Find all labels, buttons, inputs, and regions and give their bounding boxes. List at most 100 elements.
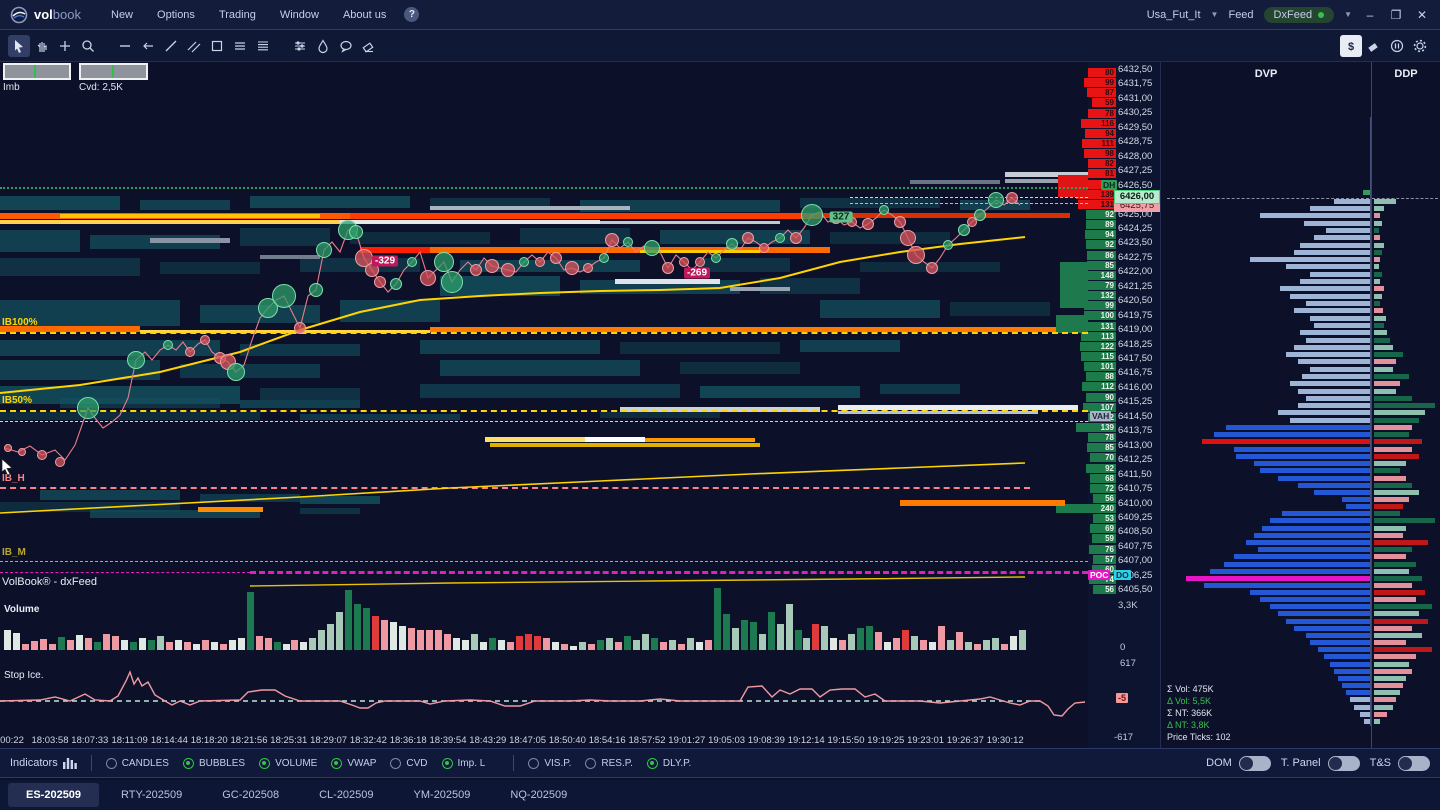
volume-bar	[542, 638, 550, 650]
volume-bar	[578, 642, 586, 650]
sliders-tool[interactable]	[289, 35, 311, 57]
trade-bubble	[862, 218, 874, 230]
hline-tool[interactable]	[114, 35, 136, 57]
menu-item-new[interactable]: New	[111, 8, 134, 21]
toggle-label: T. Panel	[1280, 757, 1321, 769]
plus-tool[interactable]	[54, 35, 76, 57]
indicator-toggle-bubbles[interactable]: BUBBLES	[182, 757, 245, 769]
comment-tool[interactable]	[335, 35, 357, 57]
ladder-volume-value: 131	[1100, 321, 1114, 331]
time-tick-label: 18:07:33	[71, 735, 109, 746]
toggle-switch[interactable]	[1238, 755, 1271, 771]
lines4-tool[interactable]	[252, 35, 274, 57]
ladder-volume-value: 79	[1105, 280, 1114, 290]
volume-bar	[749, 622, 757, 650]
rect-tool[interactable]	[206, 35, 228, 57]
indicators-label[interactable]: Indicators	[10, 757, 77, 769]
restore-button[interactable]: ❐	[1390, 7, 1402, 22]
pause-tool[interactable]	[1386, 35, 1408, 57]
hline-icon	[120, 44, 130, 47]
trade-bubble	[967, 217, 977, 227]
minimize-button[interactable]: –	[1366, 7, 1374, 22]
feed-chevron-icon[interactable]: ▼	[1344, 10, 1352, 19]
logo-light: book	[52, 6, 81, 22]
dvp-panel[interactable]: DVP Σ Vol: 475K Δ Vol: 5,5K Σ NT: 366K Δ NT…	[1160, 62, 1371, 748]
heatmap-chart[interactable]: Imb Cvd: 2,5K IB100% IB50% IB_H IB_M -329 -2…	[0, 62, 1088, 748]
tab-cl-202509[interactable]: CL-202509	[319, 789, 374, 801]
ddp-bar	[1374, 228, 1379, 233]
indicator-toggle-vwap[interactable]: VWAP	[331, 757, 376, 769]
indicator-toggle-cvd[interactable]: CVD	[390, 757, 428, 769]
menu-item-trading[interactable]: Trading	[218, 8, 256, 21]
trade-bubble	[679, 257, 689, 267]
tab-es-202509[interactable]: ES-202509	[8, 783, 100, 807]
ddp-bar	[1374, 410, 1425, 415]
tab-rty-202509[interactable]: RTY-202509	[121, 789, 183, 801]
tab-gc-202508[interactable]: GC-202508	[222, 789, 280, 801]
volume-bar	[22, 644, 29, 650]
time-tick-label: 18:14:44	[150, 735, 188, 746]
dvp-bar	[1294, 250, 1370, 255]
ddp-bar	[1374, 221, 1382, 226]
brush-tool[interactable]	[1363, 35, 1385, 57]
tab-ym-202509[interactable]: YM-202509	[413, 789, 471, 801]
ladder-volume-value: 107	[1100, 402, 1114, 412]
cursor-tool[interactable]	[8, 34, 30, 57]
volume-bar	[471, 634, 479, 650]
trade-bubble	[623, 237, 633, 247]
volume-bar	[300, 642, 308, 650]
panel-toggle-ts[interactable]: T&S	[1370, 755, 1430, 771]
trendline-tool[interactable]	[160, 35, 182, 57]
gear-tool[interactable]	[1409, 35, 1431, 57]
trade-bubble	[441, 271, 463, 293]
feed-selector[interactable]: DxFeed	[1263, 6, 1335, 23]
arrow-left-tool[interactable]	[137, 35, 159, 57]
indicator-toggle-impl[interactable]: Imp. L	[441, 757, 485, 769]
indicator-toggle-candles[interactable]: CANDLES	[105, 757, 169, 769]
dollar-tool[interactable]: $	[1340, 34, 1362, 57]
price-ladder[interactable]: 8099875978116941119882811711391319289949…	[1056, 62, 1160, 748]
droplet-tool[interactable]	[312, 35, 334, 57]
indicator-toggle-visp[interactable]: VIS.P.	[528, 757, 571, 769]
menu-item-about-us[interactable]: About us	[342, 8, 387, 21]
price-path-svg	[0, 197, 1026, 587]
ladder-volume-value: 60	[1105, 565, 1116, 574]
time-axis[interactable]: 00:22 18:03:58 18:07:33 18:11:09 18:14:44 18:…	[0, 734, 1088, 748]
volume-bar	[812, 624, 820, 650]
toggle-switch[interactable]	[1398, 755, 1430, 771]
help-icon[interactable]: ?	[404, 7, 420, 22]
ddp-bar	[1374, 562, 1416, 567]
hand-tool[interactable]	[31, 35, 53, 57]
account-selector[interactable]: Usa_Fut_It	[1146, 8, 1201, 21]
volume-bar	[156, 636, 164, 650]
volume-bar	[965, 642, 973, 650]
ddp-title: DDP	[1394, 68, 1418, 80]
tab-nq-202509[interactable]: NQ-202509	[510, 789, 568, 801]
indicator-toggle-dlyp[interactable]: DLY.P.	[646, 757, 691, 769]
ladder-volume-row: 139	[1076, 189, 1116, 199]
indicator-toggle-resp[interactable]: RES.P.	[585, 757, 633, 769]
close-button[interactable]: ✕	[1416, 7, 1428, 22]
ladder-volume-row: 240	[1056, 504, 1116, 513]
trendline-icon	[165, 40, 177, 51]
ladder-volume-value: 81	[1105, 169, 1114, 179]
lines3-tool[interactable]	[229, 35, 251, 57]
eraser-tool[interactable]	[358, 35, 380, 57]
toggle-switch[interactable]	[1327, 755, 1360, 771]
zoom-tool[interactable]	[77, 35, 99, 57]
ddp-bar	[1374, 250, 1382, 255]
chevron-down-icon[interactable]: ▼	[1210, 10, 1219, 19]
indicator-toggle-volume[interactable]: VOLUME	[259, 757, 317, 769]
ddp-panel[interactable]: DDP	[1371, 62, 1440, 748]
menu-item-options[interactable]: Options	[157, 8, 195, 21]
panel-toggle-dom[interactable]: DOM	[1206, 755, 1271, 771]
ladder-price: 6406,25	[1118, 569, 1153, 581]
volume-bar	[354, 604, 362, 650]
dvp-bar	[1234, 447, 1370, 452]
panel-toggle-tpanel[interactable]: T. Panel	[1280, 755, 1360, 771]
volume-bar	[731, 628, 739, 650]
parallel-tool[interactable]	[183, 35, 205, 57]
heat-cell	[140, 200, 230, 210]
toolbar: $	[0, 30, 1440, 62]
menu-item-window[interactable]: Window	[279, 8, 319, 21]
